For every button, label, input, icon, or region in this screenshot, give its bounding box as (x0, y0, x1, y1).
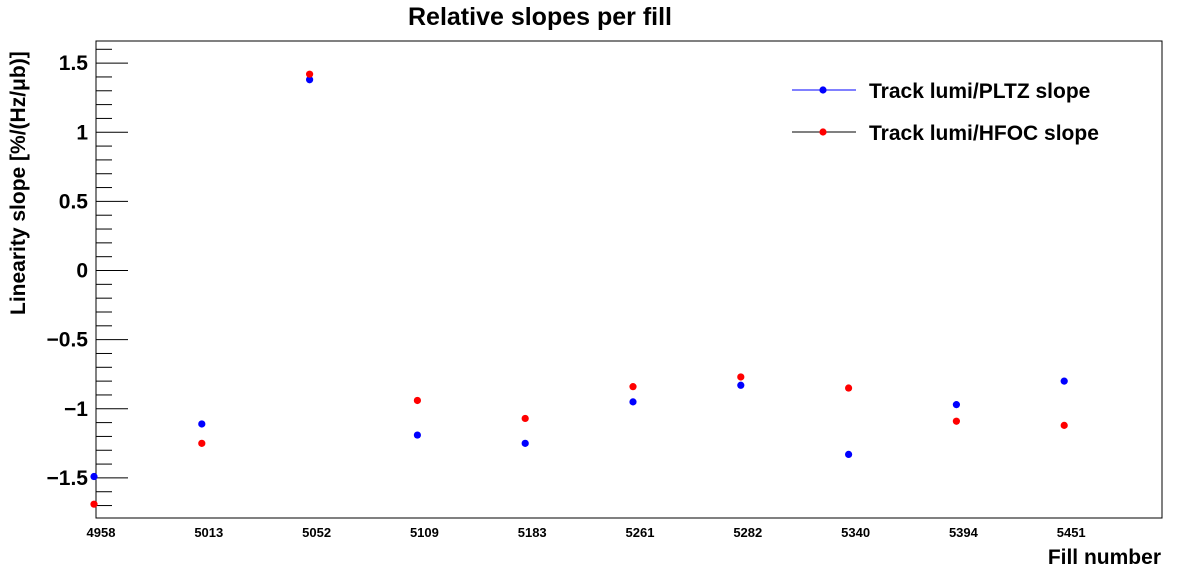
y-tick-label: 0.5 (59, 190, 89, 213)
data-points (90, 70, 1068, 508)
legend-label: Track lumi/PLTZ slope (869, 80, 1090, 103)
y-axis-title: Linearity slope [%/(Hz/μb)] (7, 51, 30, 315)
x-tick-label: 5052 (302, 525, 331, 540)
x-tick-label: 5183 (518, 525, 547, 540)
pltz-point (952, 401, 961, 409)
hfoc-point (413, 396, 421, 405)
hfoc-point (521, 414, 529, 423)
x-tick-label: 5261 (626, 525, 655, 540)
x-tick-label: 5394 (949, 525, 979, 540)
hfoc-point (306, 70, 314, 78)
hfoc-point (952, 417, 961, 425)
hfoc-point (1060, 421, 1068, 429)
legend-marker (819, 86, 827, 94)
pltz-point (629, 398, 637, 406)
y-tick-label: 1 (76, 121, 88, 144)
hfoc-point (198, 439, 206, 447)
x-axis-title: Fill number (1048, 546, 1161, 569)
pltz-point (198, 420, 206, 428)
x-tick-label: 4958 (87, 525, 116, 540)
x-tick-label: 5109 (410, 525, 439, 540)
hfoc-point (90, 500, 98, 508)
hfoc-point (629, 383, 637, 391)
y-tick-label: 1.5 (59, 52, 89, 75)
chart-title: Relative slopes per fill (408, 3, 672, 31)
x-tick-label: 5451 (1057, 525, 1086, 540)
x-tick-label: 5282 (733, 525, 762, 540)
plot-frame (95, 40, 1163, 519)
hfoc-point (737, 373, 745, 381)
pltz-point (1060, 377, 1068, 385)
x-axis: 4958 5013 5052 5109 5183 5261 5282 5340 5394 5451 (87, 525, 1086, 540)
y-tick-label: 0 (76, 260, 88, 283)
pltz-point (413, 431, 421, 439)
hfoc-point (845, 384, 853, 392)
legend: Track lumi/PLTZ slope Track lumi/HFOC slo… (792, 80, 1099, 145)
x-tick-label: 5013 (194, 525, 223, 540)
x-tick-label: 5340 (841, 525, 870, 540)
pltz-point (90, 472, 98, 481)
y-tick-label: −1 (64, 398, 88, 421)
pltz-point (306, 76, 314, 84)
legend-marker (819, 128, 827, 136)
y-axis: 1.5 1 0.5 0 −0.5 −1 −1.5 (47, 48, 128, 507)
pltz-point (521, 439, 529, 447)
pltz-point (845, 450, 853, 458)
y-tick-label: −1.5 (47, 467, 89, 490)
legend-label: Track lumi/HFOC slope (869, 122, 1099, 145)
y-tick-label: −0.5 (47, 329, 89, 352)
pltz-point (737, 381, 745, 389)
